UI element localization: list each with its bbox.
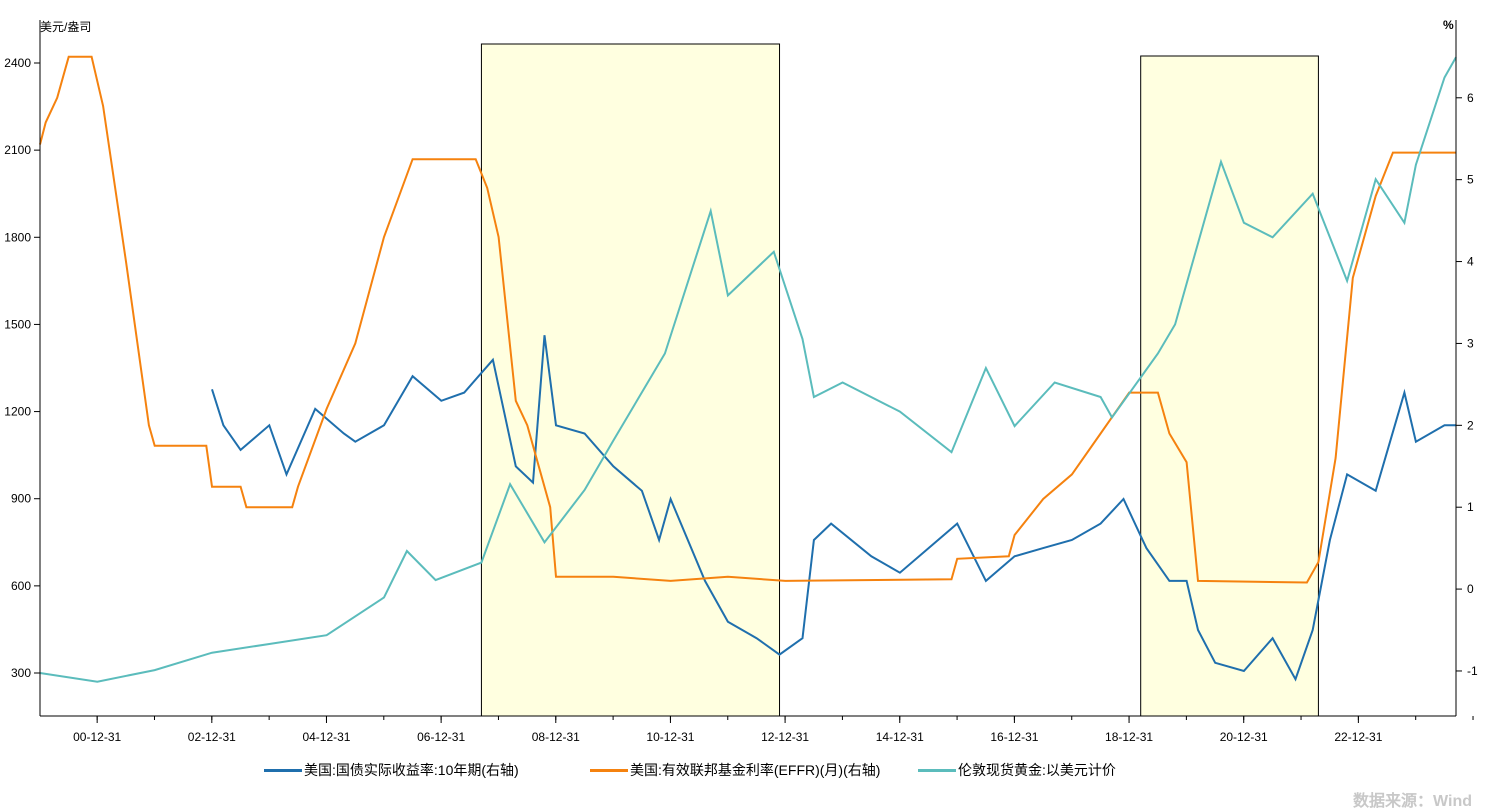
x-tick-label: 06-12-31 — [417, 730, 465, 744]
right-tick-label: 2 — [1467, 418, 1474, 432]
x-tick-label: 12-12-31 — [761, 730, 809, 744]
left-tick-label: 1800 — [4, 230, 31, 244]
series-line — [39, 56, 1457, 683]
left-axis-label: 美元/盎司 — [40, 20, 91, 34]
x-tick-label: 16-12-31 — [990, 730, 1038, 744]
left-tick-label: 1500 — [4, 317, 31, 331]
right-tick-label: 4 — [1467, 255, 1474, 269]
source-note: 数据来源：Wind — [1353, 793, 1472, 808]
legend-label: 伦敦现货黄金:以美元计价 — [958, 762, 1116, 778]
legend-item-gold: 伦敦现货黄金:以美元计价 — [918, 760, 1116, 780]
series-line — [39, 55, 1456, 584]
right-axis-label: % — [1443, 18, 1454, 32]
left-tick-label: 1200 — [4, 405, 31, 419]
legend-label: 美国:国债实际收益率:10年期(右轴) — [304, 762, 519, 778]
left-tick-label: 2100 — [4, 143, 31, 157]
legend-item-effr: 美国:有效联邦基金利率(EFFR)(月)(右轴) — [590, 760, 880, 780]
legend-swatch — [918, 768, 956, 772]
x-tick-label: 20-12-31 — [1220, 730, 1268, 744]
right-tick-label: 6 — [1467, 91, 1474, 105]
left-tick-label: 2400 — [4, 56, 31, 70]
x-tick-label: 10-12-31 — [646, 730, 694, 744]
right-tick-label: -1 — [1467, 664, 1478, 678]
legend-item-real-yield: 美国:国债实际收益率:10年期(右轴) — [264, 760, 519, 780]
highlight-period — [480, 43, 781, 717]
left-tick-label: 600 — [11, 579, 31, 593]
x-tick-label: 08-12-31 — [532, 730, 580, 744]
legend-label: 美国:有效联邦基金利率(EFFR)(月)(右轴) — [630, 762, 881, 778]
legend-swatch — [590, 768, 628, 772]
right-tick-label: 3 — [1467, 336, 1474, 350]
left-tick-label: 300 — [11, 666, 31, 680]
x-tick-label: 04-12-31 — [302, 730, 350, 744]
legend-swatch — [264, 768, 302, 772]
right-tick-label: 1 — [1467, 500, 1474, 514]
x-tick-label: 18-12-31 — [1105, 730, 1153, 744]
right-tick-label: 5 — [1467, 173, 1474, 187]
x-tick-label: 14-12-31 — [876, 730, 924, 744]
highlight-period — [1140, 55, 1319, 717]
x-tick-label: 22-12-31 — [1334, 730, 1382, 744]
x-tick-label: 00-12-31 — [73, 730, 121, 744]
right-tick-label: 0 — [1467, 582, 1474, 596]
left-tick-label: 900 — [11, 492, 31, 506]
series-line — [211, 335, 1456, 682]
x-tick-label: 02-12-31 — [188, 730, 236, 744]
